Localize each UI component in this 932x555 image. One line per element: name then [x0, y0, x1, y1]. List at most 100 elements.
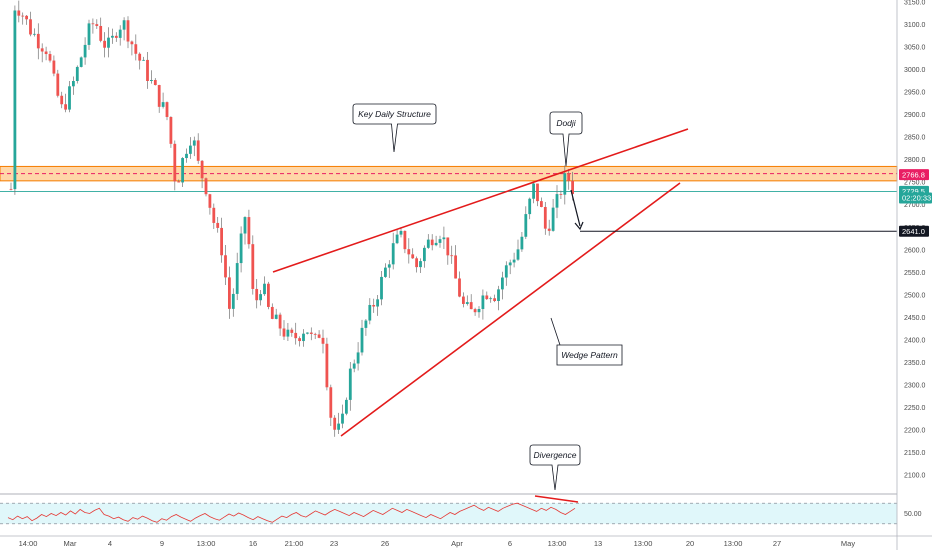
candle-body: [477, 309, 481, 313]
x-tick-label: 9: [160, 539, 164, 548]
candle-body: [399, 230, 403, 235]
candle-body: [153, 79, 157, 86]
x-tick-label: 20: [686, 539, 694, 548]
x-tick-label: 27: [773, 539, 781, 548]
candle-body: [107, 37, 110, 48]
wedge-pattern-callout-box: [556, 344, 623, 366]
wedge-lower-trendline: [340, 182, 681, 437]
x-tick-label: May: [841, 539, 855, 548]
y-tick-label: 3100.0: [904, 22, 926, 29]
key-zone-layer: [0, 165, 898, 192]
candle-body: [270, 306, 274, 319]
candle-body: [40, 48, 44, 52]
candle-body: [83, 44, 87, 58]
y-tick-label: 2100.0: [904, 473, 926, 480]
candle-body: [9, 188, 13, 190]
y-tick-label: 2450.0: [904, 315, 926, 322]
price-tag-zone: [899, 169, 929, 181]
candle-body: [333, 417, 337, 430]
x-tick-label: Mar: [64, 539, 77, 548]
key-structure-callout: Key Daily Structure: [352, 103, 437, 153]
x-tick-label: 26: [381, 539, 389, 548]
candle-body: [442, 237, 446, 240]
candle-body: [415, 258, 418, 268]
candle-body: [220, 227, 223, 256]
candle-body: [192, 140, 196, 146]
candle-body: [243, 217, 247, 234]
candle-body: [504, 265, 508, 278]
candle-body: [48, 54, 52, 61]
candle-body: [231, 293, 235, 309]
candle-body: [434, 242, 438, 246]
x-tick-label: 13:00: [634, 539, 653, 548]
candle-body: [309, 332, 313, 334]
price-tag-label: 2641.0: [902, 227, 925, 236]
candle-body: [419, 261, 422, 268]
y-tick-label: 2850.0: [904, 135, 926, 142]
x-tick-label: 16: [249, 539, 257, 548]
candle-body: [497, 289, 500, 302]
candle-body: [516, 249, 520, 260]
candle-body: [212, 207, 216, 223]
candle-body: [263, 283, 266, 295]
x-tick-label: 13: [594, 539, 602, 548]
candle-body: [528, 198, 532, 215]
candle-body: [228, 277, 231, 309]
y-tick-label: 2150.0: [904, 450, 926, 457]
x-tick-label: 23: [330, 539, 338, 548]
dodji-callout-label: Dodji: [556, 118, 576, 128]
x-tick-label: 6: [508, 539, 512, 548]
candle-body: [103, 40, 106, 48]
candle-body: [407, 249, 411, 255]
y-tick-label: 2400.0: [904, 337, 926, 344]
candle-body: [372, 304, 376, 307]
candle-body: [157, 85, 161, 107]
candle-body: [95, 24, 99, 26]
candle-body: [216, 222, 220, 228]
key-structure-callout-label: Key Daily Structure: [358, 109, 431, 119]
candle-body: [423, 247, 426, 262]
candle-body: [306, 332, 309, 334]
candle-body: [282, 328, 286, 337]
candle-body: [481, 295, 485, 310]
trendlines-layer: [272, 128, 897, 437]
candle-body: [44, 51, 48, 55]
candle-body: [345, 399, 348, 414]
candle-body: [352, 363, 356, 369]
candle-body: [384, 267, 387, 277]
candle-body: [114, 35, 118, 38]
candle-body: [298, 338, 301, 342]
candle-body: [493, 298, 496, 302]
rsi-line: [7, 502, 576, 523]
candle-body: [189, 145, 192, 154]
dodji-callout-box: [549, 111, 583, 167]
candle-body: [134, 44, 138, 54]
candle-body: [411, 254, 415, 259]
candle-body: [501, 277, 504, 290]
candle-body: [450, 255, 454, 257]
candle-body: [87, 23, 91, 45]
candle-body: [200, 160, 204, 179]
candle-body: [337, 423, 340, 430]
candle-body: [543, 206, 547, 229]
candle-body: [17, 10, 21, 16]
candle-body: [122, 20, 126, 30]
y-tick-label: 2600.0: [904, 247, 926, 254]
candle-body: [72, 81, 75, 87]
candle-body: [341, 413, 344, 424]
candle-body: [36, 33, 40, 49]
price-tag-label: 02:20:33: [902, 194, 931, 203]
y-tick-label: 2200.0: [904, 427, 926, 434]
candle-body: [551, 207, 555, 231]
candle-body: [555, 194, 559, 208]
candle-body: [251, 244, 255, 289]
y-tick-label: 3000.0: [904, 67, 926, 74]
candle-body: [430, 239, 434, 246]
candle-body: [567, 173, 571, 181]
candle-body: [325, 343, 329, 388]
candle-body: [469, 302, 473, 310]
candle-body: [208, 194, 212, 208]
x-tick-label: 13:00: [548, 539, 567, 548]
candle-body: [524, 214, 528, 237]
